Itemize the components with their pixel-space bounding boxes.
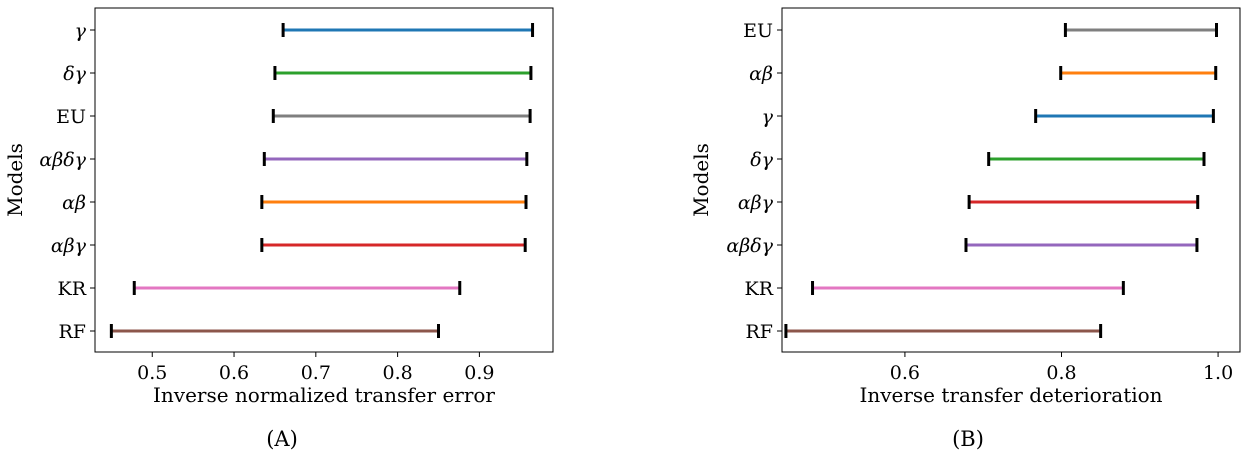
y-tick-label: RF [59,321,87,343]
y-axis-label: Models [3,143,27,217]
x-tick-label: 0.8 [1046,362,1076,384]
x-tick-label: 0.7 [301,362,331,384]
x-tick-label: 0.9 [464,362,494,384]
y-tick-label: αβ [749,63,773,85]
y-tick-label: αβδγ [726,235,773,257]
y-tick-label: γ [75,20,87,42]
x-tick-label: 0.6 [219,362,249,384]
y-tick-label: EU [56,106,86,128]
plot-frame [95,8,553,352]
chart-panel-a: 0.5 0.6 0.7 0.8 0.9 γ δγ EU αβδγ αβ αβγ KR RF Inverse… [3,8,553,451]
y-tick-label: EU [743,20,773,42]
y-tick-label: αβγ [51,235,87,257]
y-tick-label: KR [745,278,774,300]
y-tick-label: KR [58,278,87,300]
x-tick-label: 0.8 [382,362,412,384]
y-tick-label: δγ [750,149,773,171]
x-axis-label: Inverse transfer deterioration [859,383,1162,407]
x-tick-label: 0.6 [890,362,920,384]
y-tick-label: δγ [63,63,86,85]
x-tick-label: 0.5 [137,362,167,384]
y-tick-label: αβγ [738,192,774,214]
x-tick-label: 1.0 [1203,362,1233,384]
x-axis-label: Inverse normalized transfer error [153,383,495,407]
y-axis-label: Models [689,143,713,217]
panel-caption: (A) [266,427,298,451]
y-tick-label: γ [762,106,774,128]
y-tick-label: αβ [62,192,86,214]
y-tick-label: RF [746,321,774,343]
y-tick-label: αβδγ [39,149,86,171]
panel-caption: (B) [952,427,984,451]
plot-frame [782,8,1240,352]
